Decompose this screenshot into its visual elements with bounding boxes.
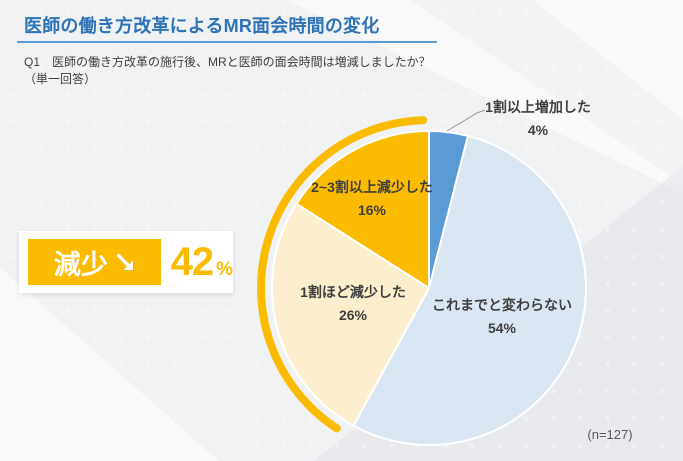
slice-label-text: 2~3割以上減少した bbox=[311, 179, 433, 195]
decrease-highlight-arc bbox=[257, 116, 428, 433]
question-line1: Q1 医師の働き方改革の施行後、MRと医師の面会時間は増減しましたか？ bbox=[24, 55, 431, 69]
slice-label-increase: 1割以上増加した 4% bbox=[458, 96, 618, 142]
arrow-down-right-icon bbox=[116, 253, 133, 270]
slice-label-pct: 54% bbox=[487, 320, 517, 336]
title-underline bbox=[17, 41, 437, 43]
pie-slice-1 bbox=[352, 134, 587, 446]
sample-size-label: (n=127) bbox=[587, 427, 633, 442]
slice-label-text: これまでと変わらない bbox=[432, 297, 572, 313]
decrease-value-number: 42 bbox=[170, 240, 214, 284]
question-text: Q1 医師の働き方改革の施行後、MRと医師の面会時間は増減しましたか？ （単一回… bbox=[24, 54, 454, 88]
pie-slice-2 bbox=[271, 202, 430, 427]
slice-label-decrease-20-30: 2~3割以上減少した 16% bbox=[274, 176, 470, 222]
decrease-summary-badge: 減少 42 % bbox=[19, 231, 233, 293]
decrease-value-unit: % bbox=[216, 259, 233, 280]
slice-label-pct: 4% bbox=[527, 122, 549, 138]
slice-label-text: 1割ほど減少した bbox=[300, 284, 406, 300]
slice-label-decrease-10: 1割ほど減少した 26% bbox=[263, 281, 443, 327]
slice-label-pct: 16% bbox=[357, 202, 387, 218]
slice-label-no-change: これまでと変わらない 54% bbox=[412, 294, 592, 340]
slice-label-text: 1割以上増加した bbox=[485, 99, 591, 115]
slice-label-pct: 26% bbox=[338, 307, 368, 323]
pie-slice-3 bbox=[295, 130, 430, 289]
decrease-value: 42 % bbox=[171, 242, 233, 282]
question-line2: （単一回答） bbox=[24, 71, 97, 86]
page-title: 医師の働き方改革によるMR面会時間の変化 bbox=[24, 16, 380, 36]
decrease-chip-label: 減少 bbox=[53, 249, 108, 280]
decrease-chip: 減少 bbox=[28, 239, 161, 285]
label-leader-line bbox=[446, 109, 486, 132]
